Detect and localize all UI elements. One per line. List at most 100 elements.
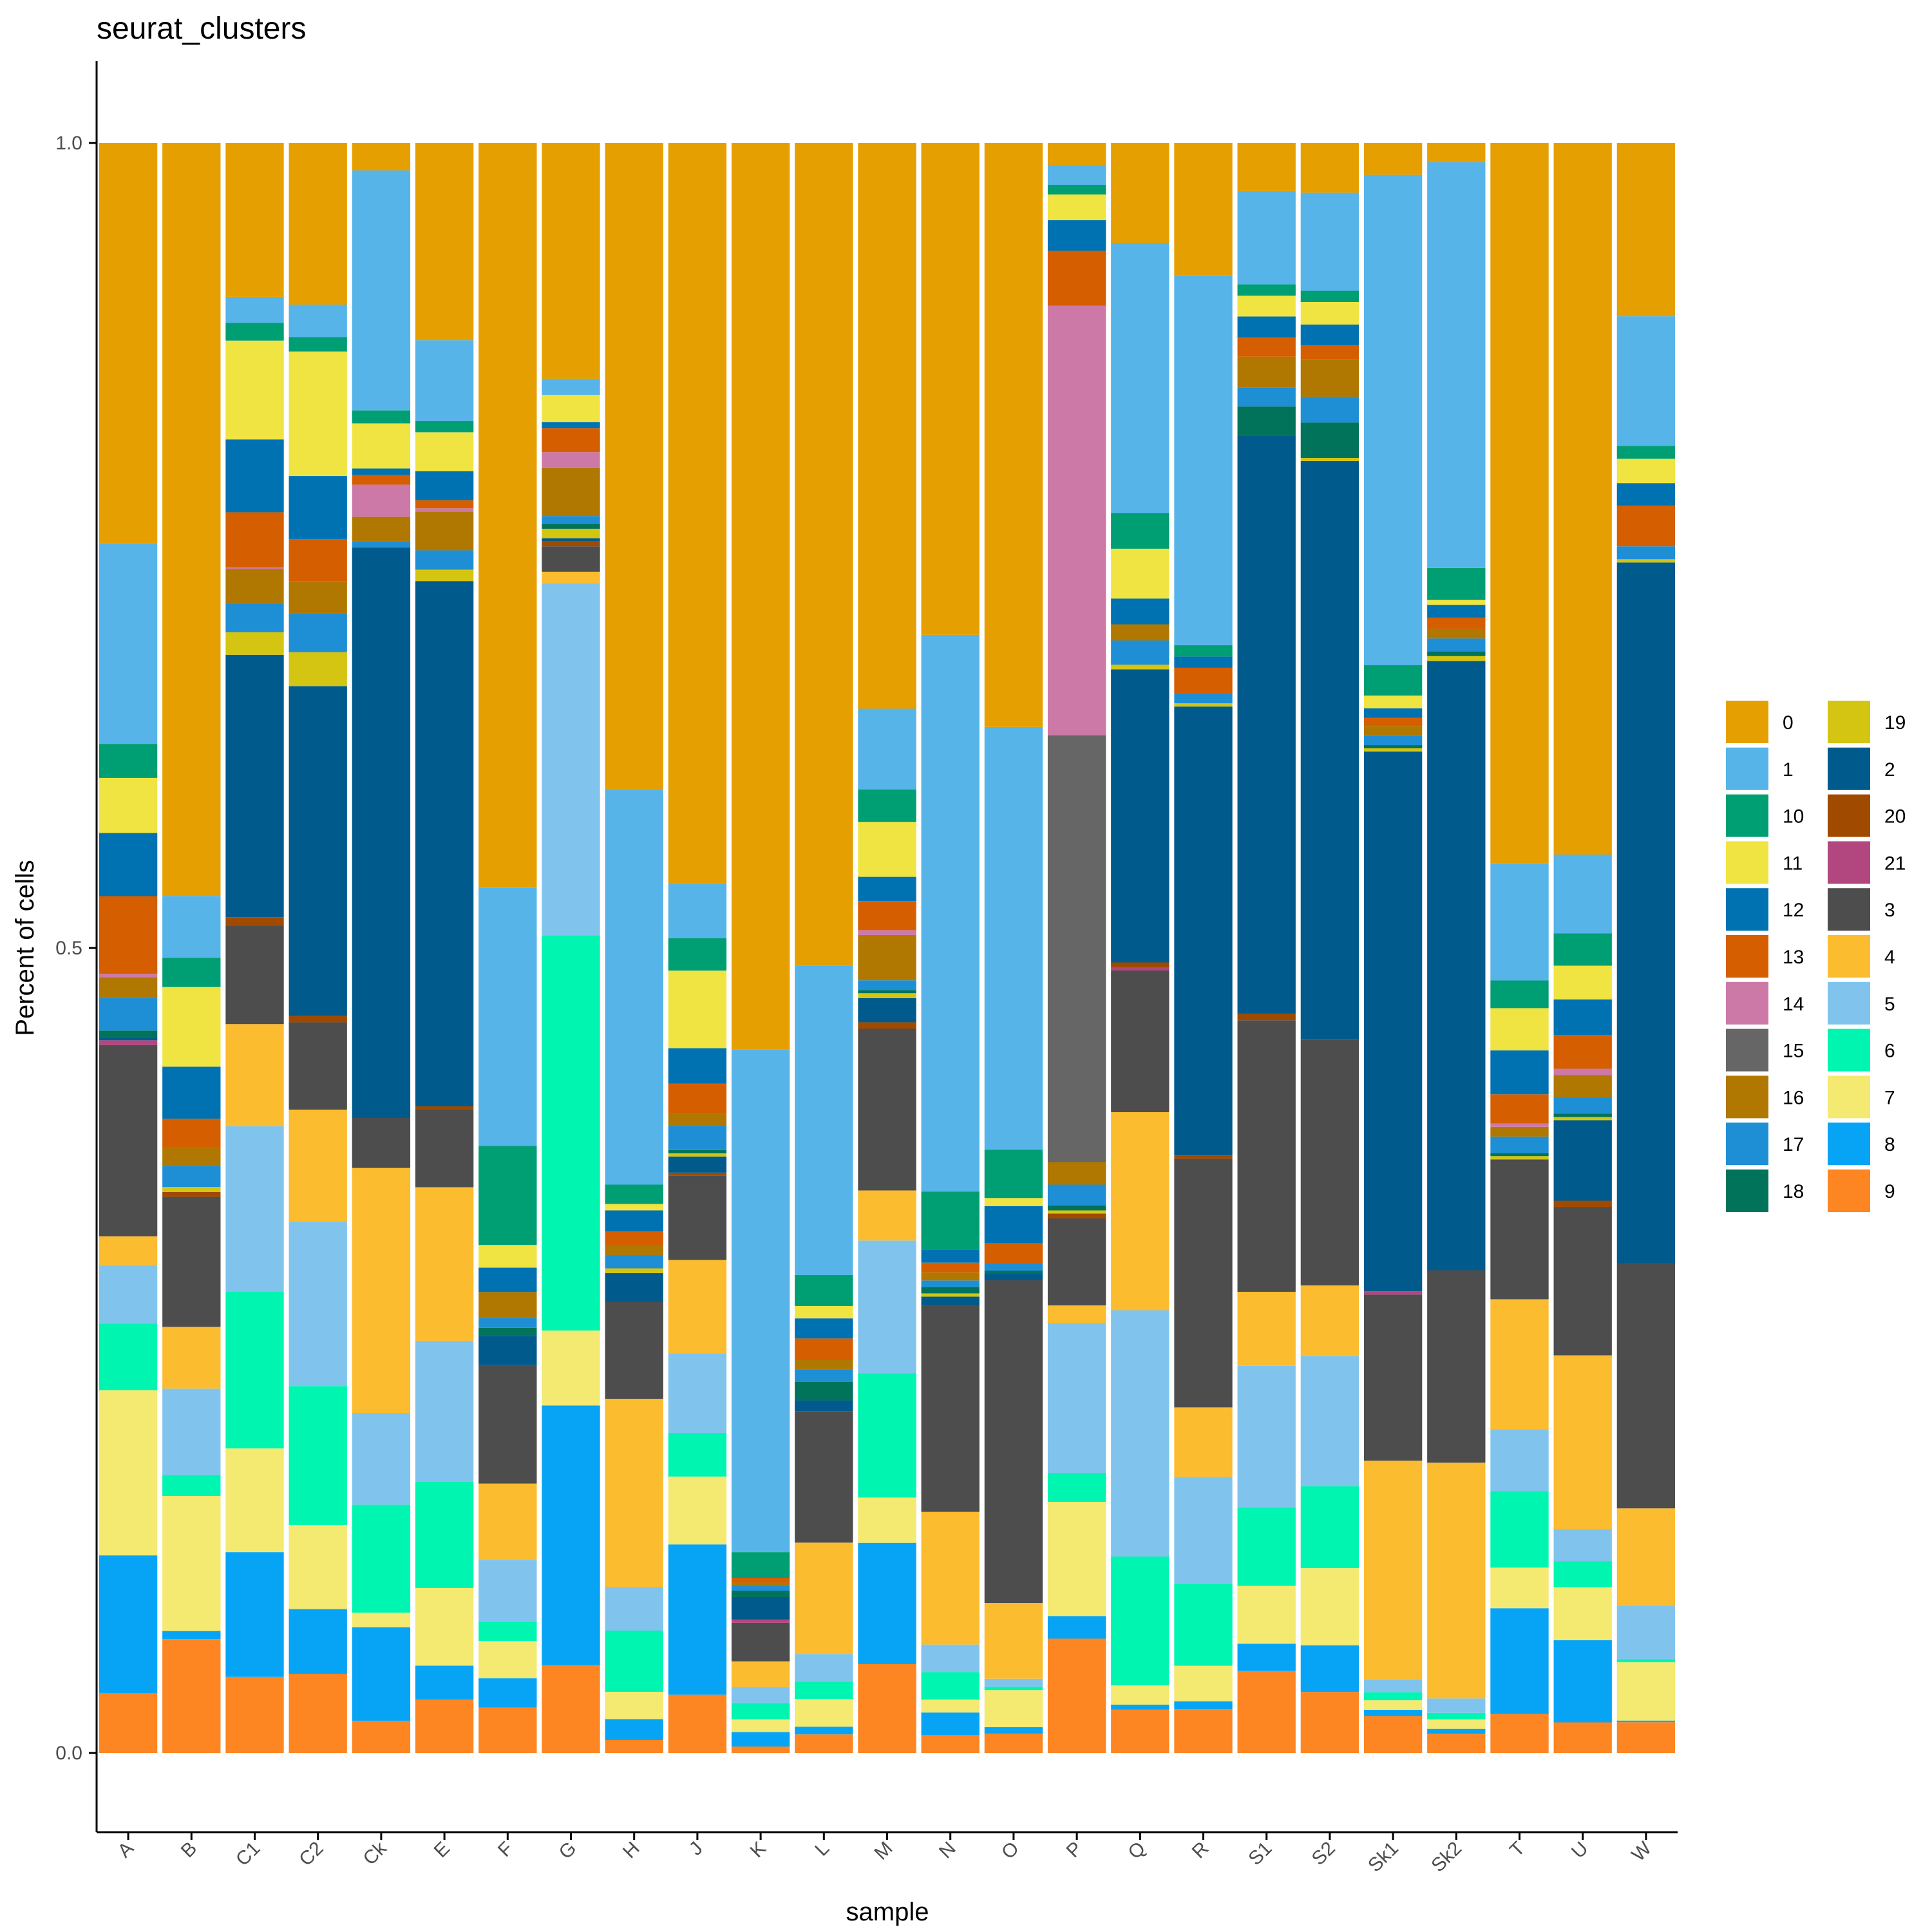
bar-segment-E-cluster-4 <box>415 1187 474 1341</box>
x-tick-label-Ck: Ck <box>359 1837 392 1870</box>
bar-segment-T-cluster-5 <box>1490 1429 1549 1492</box>
bar-segment-B-cluster-19 <box>162 1187 221 1192</box>
bar-segment-T-cluster-8 <box>1490 1608 1549 1714</box>
bar-segment-E-cluster-10 <box>415 421 474 433</box>
bar-segment-Sk2-cluster-1 <box>1427 162 1486 568</box>
legend: 0 1 10 11 12 13 14 15 16 17 18 19 2 20 21 3 4 5 6 7 8 9 <box>1726 701 1906 1212</box>
legend-label-0: 0 <box>1783 712 1794 734</box>
bar-segment-M-cluster-17 <box>858 980 916 990</box>
bar-segment-G-cluster-5 <box>542 583 600 936</box>
bar-segment-K-cluster-2 <box>731 1596 790 1620</box>
bar-segment-C2-cluster-7 <box>289 1525 347 1609</box>
bar-segment-E-cluster-7 <box>415 1587 474 1666</box>
bar-segment-G-cluster-20 <box>542 541 600 547</box>
bar-segment-A-cluster-3 <box>99 1045 158 1236</box>
bar-segment-W-cluster-10 <box>1616 446 1676 459</box>
bar-segment-Q-cluster-16 <box>1111 624 1170 641</box>
bar-segment-A-cluster-1 <box>99 543 158 744</box>
bar-segment-B-cluster-16 <box>162 1148 221 1166</box>
bar-segment-M-cluster-19 <box>858 993 916 998</box>
bar-segment-C1-cluster-6 <box>225 1291 284 1449</box>
bar-segment-B-cluster-5 <box>162 1388 221 1475</box>
bar-segment-M-cluster-12 <box>858 876 916 902</box>
bar-segment-J-cluster-11 <box>668 971 727 1048</box>
legend-key-8 <box>1828 1122 1870 1166</box>
bar-segment-Sk2-cluster-4 <box>1427 1463 1486 1699</box>
x-tick-label-W: W <box>1627 1837 1656 1866</box>
bar-segment-N-cluster-1 <box>921 634 980 1192</box>
bar-segment-E-cluster-17 <box>415 550 474 570</box>
bar-segment-N-cluster-9 <box>921 1735 980 1753</box>
x-tick-label-M: M <box>870 1838 896 1864</box>
bar-segment-G-cluster-16 <box>542 468 600 516</box>
bar-segment-S1-cluster-8 <box>1237 1643 1296 1671</box>
bar-segment-Sk2-cluster-9 <box>1427 1734 1486 1753</box>
bar-segment-G-cluster-2 <box>542 538 600 542</box>
legend-label-14: 14 <box>1783 994 1804 1015</box>
bar-segment-K-cluster-6 <box>731 1703 790 1719</box>
bar-segment-Sk1-cluster-8 <box>1363 1710 1423 1716</box>
bar-segment-S1-cluster-11 <box>1237 296 1296 317</box>
bar-segment-H-cluster-10 <box>605 1184 663 1204</box>
legend-key-6 <box>1828 1028 1870 1072</box>
bar-segment-P-cluster-1 <box>1047 166 1106 185</box>
bar-segment-J-cluster-5 <box>668 1354 727 1434</box>
bar-segment-Q-cluster-2 <box>1111 669 1170 963</box>
legend-key-13 <box>1726 935 1768 978</box>
bar-segment-S2-cluster-5 <box>1300 1356 1359 1486</box>
bar-segment-O-cluster-11 <box>984 1198 1043 1206</box>
x-ticks: A B C1 C2 Ck E F G H J K L M N O P Q R S1 S2 Sk1 Sk2 T U W <box>114 1832 1656 1877</box>
bar-segment-J-cluster-18 <box>668 1150 727 1153</box>
y-axis-title: Percent of cells <box>11 860 39 1036</box>
bar-segment-C1-cluster-16 <box>225 569 284 603</box>
bar-segment-J-cluster-20 <box>668 1172 727 1176</box>
bar-segment-L-cluster-16 <box>795 1360 853 1370</box>
bar-segment-Sk1-cluster-3 <box>1363 1294 1423 1461</box>
bar-segment-F-cluster-18 <box>478 1327 537 1336</box>
bar-segment-G-cluster-9 <box>542 1665 600 1753</box>
y-ticks: 0.0 0.5 1.0 <box>55 133 97 1764</box>
legend-key-15 <box>1726 1028 1768 1072</box>
bar-segment-C2-cluster-17 <box>289 613 347 652</box>
x-tick-label-J: J <box>685 1838 707 1860</box>
bar-segment-T-cluster-16 <box>1490 1126 1549 1137</box>
bar-segment-P-cluster-8 <box>1047 1616 1106 1639</box>
bar-segment-Sk2-cluster-11 <box>1427 600 1486 605</box>
bar-segment-J-cluster-17 <box>668 1126 727 1150</box>
bar-segment-K-cluster-1 <box>731 1049 790 1553</box>
bar-segment-H-cluster-17 <box>605 1255 663 1269</box>
legend-key-1 <box>1726 747 1768 790</box>
bar-segment-N-cluster-5 <box>921 1644 980 1672</box>
bar-segment-S1-cluster-17 <box>1237 387 1296 407</box>
bar-segment-F-cluster-3 <box>478 1365 537 1484</box>
bar-segment-C2-cluster-6 <box>289 1386 347 1526</box>
bar-segment-H-cluster-7 <box>605 1692 663 1719</box>
bar-segment-S1-cluster-0 <box>1237 143 1296 191</box>
x-tick-label-O: O <box>998 1838 1023 1864</box>
bar-segment-H-cluster-9 <box>605 1740 663 1753</box>
legend-label-9: 9 <box>1884 1181 1895 1202</box>
bar-segment-R-cluster-17 <box>1174 694 1233 704</box>
legend-label-17: 17 <box>1783 1134 1804 1155</box>
bar-segment-U-cluster-17 <box>1553 1097 1612 1114</box>
bar-segment-S1-cluster-1 <box>1237 191 1296 285</box>
bar-segment-G-cluster-0 <box>542 143 600 379</box>
bar-segment-Sk1-cluster-11 <box>1363 696 1423 708</box>
bar-segment-S1-cluster-9 <box>1237 1671 1296 1753</box>
bar-segment-Sk2-cluster-2 <box>1427 661 1486 1271</box>
bar-segment-Ck-cluster-8 <box>352 1627 411 1721</box>
bar-segment-C1-cluster-7 <box>225 1448 284 1553</box>
bar-segment-M-cluster-11 <box>858 822 916 877</box>
bar-segment-S2-cluster-3 <box>1300 1039 1359 1285</box>
bar-segment-Sk1-cluster-0 <box>1363 143 1423 175</box>
bar-segment-Ck-cluster-12 <box>352 468 411 475</box>
bar-segment-W-cluster-6 <box>1616 1659 1676 1663</box>
bar-segment-Q-cluster-17 <box>1111 640 1170 665</box>
bar-segment-B-cluster-3 <box>162 1197 221 1327</box>
bar-segment-F-cluster-4 <box>478 1483 537 1560</box>
bar-segment-A-cluster-5 <box>99 1265 158 1324</box>
bar-segment-Sk2-cluster-3 <box>1427 1270 1486 1463</box>
bar-segment-L-cluster-13 <box>795 1338 853 1361</box>
bar-segment-U-cluster-13 <box>1553 1035 1612 1069</box>
